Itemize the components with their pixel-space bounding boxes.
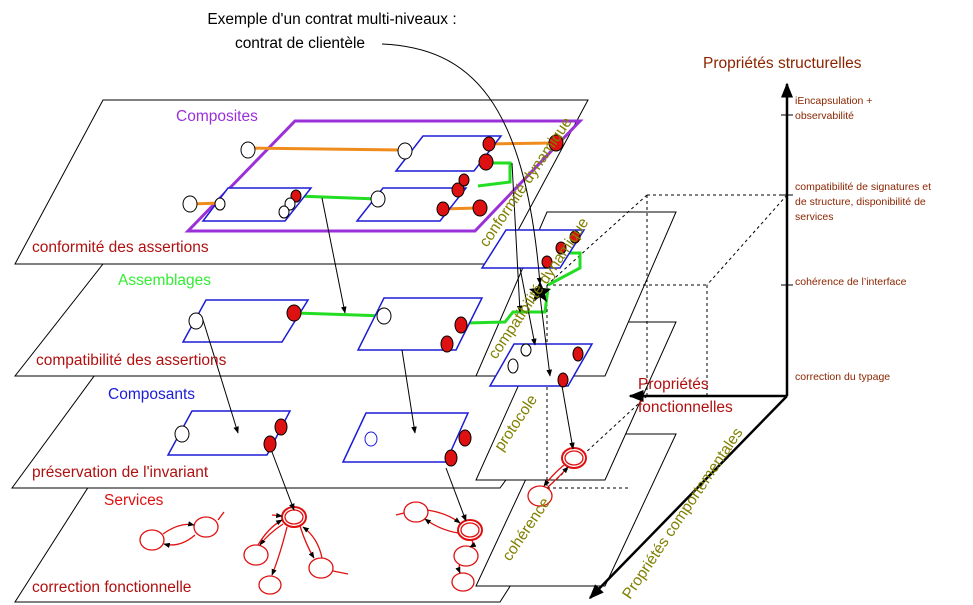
axis-tick-4: correction du typage [795,371,890,383]
axis-tick-2-line2: de structure, disponibilité de [795,196,926,208]
axis-tick-1-line2: observabilité [795,110,854,122]
side-component-top [480,229,586,269]
title-line1: Exemple d'un contrat multi-niveaux : [207,11,456,28]
assemblage-ports [188,230,584,388]
composite-link-top [247,146,404,152]
axis-tick-2-line1: compatibilité de signatures et [795,181,931,193]
composant-component-2 [341,412,470,463]
composant-component-1 [166,410,292,456]
axis-tick-1-line1: iEncapsulation + [795,95,872,107]
composants-contract: préservation de l'invariant [32,464,209,481]
assemblages-contract: compatibilité des assertions [36,352,227,369]
composite-green-link [295,194,379,201]
junction-star [529,281,551,302]
level-arrows [202,43,575,522]
services-automata [139,447,587,595]
composites-label: Composites [176,108,258,125]
axis-tick-2-line3: services [795,211,834,223]
composant-ports [174,418,472,467]
assemblage-green-link [295,311,385,318]
axis-structural-title: Propriétés structurelles [703,55,862,72]
composite-ports [182,134,564,219]
axis-ticks [781,114,793,286]
composite-link-right [486,141,554,146]
title-line2: contrat de clientèle [235,35,365,52]
composites-contract: conformité des assertions [32,239,209,256]
composants-label: Composants [108,386,195,403]
side-planes [475,211,677,587]
dashed-cube [546,194,788,489]
composite-green-link-2 [477,161,512,188]
axis-functional-title-line2: fonctionnelles [638,399,733,416]
axes [588,82,793,600]
axis-tick-3: cohérence de l’interface [795,276,907,288]
axis-functional-title-line1: Propriétés [638,376,709,393]
composite-boundary [184,119,584,233]
assemblage-green-link-2 [465,287,550,325]
assemblages-label: Assemblages [118,272,211,289]
services-label: Services [104,492,164,509]
services-contract: correction fonctionnelle [32,579,191,596]
composite-component-1 [394,135,503,172]
